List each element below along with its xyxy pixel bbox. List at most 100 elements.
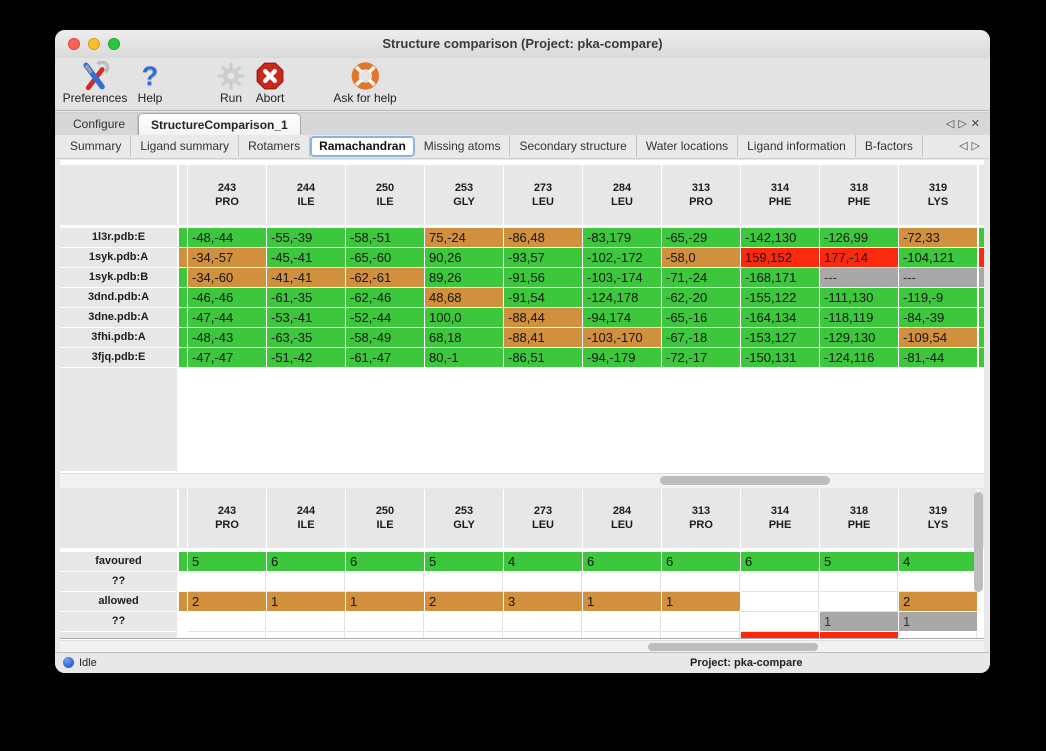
grid-cell[interactable] — [425, 612, 503, 632]
grid-cell[interactable]: --- — [820, 268, 898, 287]
grid-cell[interactable] — [583, 612, 661, 632]
grid-cell[interactable] — [188, 572, 266, 592]
tab-water-locations[interactable]: Water locations — [637, 135, 739, 157]
bottom-horizontal-scrollbar[interactable] — [60, 640, 984, 652]
grid-cell[interactable] — [741, 612, 819, 632]
grid-cell[interactable]: -88,41 — [504, 328, 582, 347]
grid-cell[interactable]: -168,171 — [741, 268, 819, 287]
grid-cell[interactable]: -48,-44 — [188, 228, 266, 247]
grid-cell[interactable] — [188, 632, 266, 638]
tab-missing-atoms[interactable]: Missing atoms — [415, 135, 511, 157]
grid-cell[interactable]: -164,134 — [741, 308, 819, 327]
grid-cell[interactable]: -63,-35 — [267, 328, 345, 347]
grid-cell[interactable]: -102,-172 — [583, 248, 661, 267]
grid-cell[interactable]: -72,33 — [899, 228, 977, 247]
grid-cell[interactable]: 2 — [188, 592, 266, 611]
grid-cell[interactable] — [346, 632, 424, 638]
ask-for-help-button[interactable]: Ask for help — [333, 61, 397, 105]
grid-cell[interactable] — [662, 632, 740, 638]
grid-cell[interactable] — [820, 592, 898, 612]
grid-cell[interactable]: 100,0 — [425, 308, 503, 327]
grid-cell[interactable]: -153,127 — [741, 328, 819, 347]
grid-cell[interactable] — [504, 612, 582, 632]
grid-cell[interactable] — [346, 572, 424, 592]
minimize-window-button[interactable] — [88, 38, 100, 50]
grid-cell[interactable]: -83,179 — [583, 228, 661, 247]
grid-cell[interactable] — [583, 632, 661, 638]
tab-close-icon[interactable]: ✕ — [970, 118, 984, 130]
grid-cell[interactable] — [820, 572, 898, 592]
bottom-vertical-scrollbar-thumb[interactable] — [974, 492, 983, 592]
grid-cell[interactable]: 1 — [346, 592, 424, 611]
grid-cell[interactable] — [425, 572, 503, 592]
top-horizontal-scrollbar[interactable] — [60, 473, 984, 489]
grid-cell[interactable]: -65,-16 — [662, 308, 740, 327]
grid-cell[interactable]: 1 — [899, 612, 977, 631]
grid-cell[interactable] — [267, 612, 345, 632]
close-window-button[interactable] — [68, 38, 80, 50]
grid-cell[interactable]: 4 — [899, 552, 977, 571]
grid-cell[interactable] — [899, 572, 977, 592]
tab-ligand-information[interactable]: Ligand information — [738, 135, 856, 157]
bottom-horizontal-scrollbar-thumb[interactable] — [648, 643, 818, 651]
top-horizontal-scrollbar-thumb[interactable] — [660, 476, 830, 485]
grid-cell[interactable]: -104,121 — [899, 248, 977, 267]
grid-cell[interactable] — [188, 612, 266, 632]
grid-cell[interactable]: -155,122 — [741, 288, 819, 307]
grid-cell[interactable]: -62,-20 — [662, 288, 740, 307]
grid-cell[interactable]: 6 — [741, 552, 819, 571]
grid-cell[interactable]: -86,51 — [504, 348, 582, 367]
grid-cell[interactable]: -93,57 — [504, 248, 582, 267]
grid-cell[interactable]: -62,-61 — [346, 268, 424, 287]
grid-cell[interactable]: -124,116 — [820, 348, 898, 367]
grid-cell[interactable]: -150,131 — [741, 348, 819, 367]
grid-cell[interactable] — [741, 592, 819, 612]
grid-cell[interactable]: -88,44 — [504, 308, 582, 327]
grid-cell[interactable]: -55,-39 — [267, 228, 345, 247]
abort-button[interactable]: Abort — [255, 61, 285, 105]
grid-cell[interactable]: 1 — [820, 612, 898, 631]
tab-ramachandran[interactable]: Ramachandran — [310, 136, 415, 157]
grid-cell[interactable]: -103,-170 — [583, 328, 661, 347]
grid-cell[interactable]: -61,-47 — [346, 348, 424, 367]
subtab-scroll-left-icon[interactable]: ◁ — [959, 140, 972, 152]
grid-cell[interactable]: 4 — [504, 552, 582, 571]
grid-cell[interactable]: -58,-51 — [346, 228, 424, 247]
grid-cell[interactable]: 3 — [504, 592, 582, 611]
grid-cell[interactable] — [741, 572, 819, 592]
grid-cell[interactable]: 5 — [425, 552, 503, 571]
run-button[interactable]: Run — [216, 61, 246, 105]
grid-cell[interactable]: 1 — [267, 592, 345, 611]
grid-cell[interactable] — [504, 572, 582, 592]
grid-cell[interactable]: -53,-41 — [267, 308, 345, 327]
grid-cell[interactable]: 6 — [583, 552, 661, 571]
tab-configure[interactable]: Configure — [61, 113, 139, 135]
tab-scroll-left-icon[interactable]: ◁ — [945, 118, 959, 130]
grid-cell[interactable]: -61,-35 — [267, 288, 345, 307]
grid-cell[interactable]: 159,152 — [741, 248, 819, 267]
grid-cell[interactable]: 75,-24 — [425, 228, 503, 247]
grid-cell[interactable]: 177,-14 — [820, 248, 898, 267]
grid-cell[interactable]: 48,68 — [425, 288, 503, 307]
grid-cell[interactable] — [267, 572, 345, 592]
grid-cell[interactable]: -124,178 — [583, 288, 661, 307]
tab-summary[interactable]: Summary — [61, 135, 132, 157]
grid-cell[interactable]: 2 — [425, 592, 503, 611]
grid-cell[interactable]: --- — [899, 268, 977, 287]
grid-cell[interactable]: 5 — [188, 552, 266, 571]
tab-rotamers[interactable]: Rotamers — [239, 135, 311, 157]
grid-cell[interactable]: -52,-44 — [346, 308, 424, 327]
grid-cell[interactable] — [662, 612, 740, 632]
grid-cell[interactable]: -65,-29 — [662, 228, 740, 247]
grid-cell[interactable]: 1 — [662, 592, 740, 611]
grid-cell[interactable]: -126,99 — [820, 228, 898, 247]
grid-cell[interactable]: -62,-46 — [346, 288, 424, 307]
grid-cell[interactable]: -34,-57 — [188, 248, 266, 267]
grid-cell[interactable]: -65,-60 — [346, 248, 424, 267]
grid-cell[interactable]: -91,56 — [504, 268, 582, 287]
grid-cell[interactable] — [741, 632, 819, 638]
grid-cell[interactable]: -91,54 — [504, 288, 582, 307]
grid-cell[interactable]: -58,-49 — [346, 328, 424, 347]
subtab-scroll-right-icon[interactable]: ▷ — [971, 140, 984, 152]
grid-cell[interactable]: -58,0 — [662, 248, 740, 267]
